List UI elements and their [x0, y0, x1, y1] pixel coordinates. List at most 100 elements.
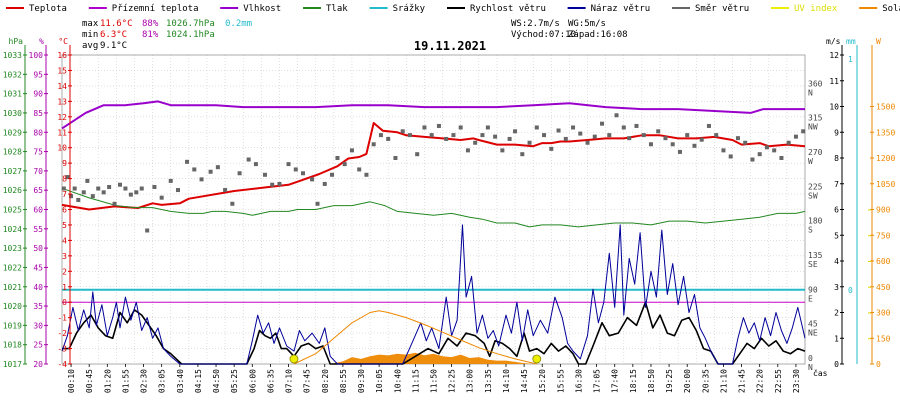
wind-dir-letter: S: [808, 226, 813, 235]
stat-0-2: 88%: [142, 19, 159, 29]
series-sm-r-v-tru-point: [714, 133, 719, 138]
ms-tick-label: 4: [834, 257, 839, 266]
series-sm-r-v-tru-point: [230, 201, 235, 206]
series-sm-r-v-tru-point: [607, 133, 612, 138]
hpa-axis-label: hPa: [9, 37, 24, 46]
x-tick-label: 02:30: [140, 369, 149, 393]
w-tick-label: 600: [876, 257, 891, 266]
series-sm-r-v-tru-point: [415, 152, 420, 157]
x-tick-label: 14:45: [520, 369, 529, 393]
series-solar: [293, 310, 537, 365]
series-sm-r-v-tru-point: [123, 186, 128, 191]
series-teplota: [61, 122, 806, 211]
x-axis: 00:10 00:45 01:20 01:55 02:30 03:05 03:40 04:15…: [67, 364, 801, 393]
x-tick-label: 21:45: [738, 369, 747, 393]
series-sm-r-v-tru-point: [364, 172, 369, 177]
series-sm-r-v-tru-point: [772, 148, 777, 153]
wind-dir-tick-label: 315: [808, 114, 823, 123]
x-tick-label: 05:25: [230, 369, 239, 393]
hpa-axis-tick-label: 1024: [3, 225, 22, 234]
series-sm-r-v-tru-point: [262, 172, 267, 177]
stat-1-3: 1024.1hPa: [166, 30, 215, 40]
celsius-axis-tick-label: 11: [57, 128, 67, 137]
celsius-axis-tick-label: 7: [62, 190, 67, 199]
stat-sunset: Západ:16:08: [568, 30, 628, 40]
series-sm-r-v-tru-point: [592, 134, 597, 139]
x-tick-label: 18:15: [629, 369, 638, 393]
series-sm-r-v-tru-point: [534, 125, 539, 130]
x-tick-label: 00:10: [67, 369, 76, 393]
series-sm-r-v-tru-point: [500, 148, 505, 153]
grid: [61, 54, 806, 365]
w-tick-label: 750: [876, 231, 891, 240]
x-tick-label: 23:30: [792, 369, 801, 393]
series-sm-r-v-tru-point: [76, 197, 81, 202]
wind-dir-tick-label: 135: [808, 251, 823, 260]
series-sm-r-v-tru-point: [286, 162, 291, 167]
series-sm-r-v-tru-point: [743, 140, 748, 145]
celsius-axis-tick-label: 5: [62, 221, 67, 230]
stat-0-0: max: [82, 19, 99, 29]
percent-axis-tick-label: 65: [33, 186, 43, 195]
series-sm-r-v-tru-point: [527, 140, 532, 145]
hpa-axis-tick-label: 1025: [3, 206, 22, 215]
x-tick-label: 16:30: [574, 369, 583, 393]
stats-block: max 11.6°C 88% 1026.7hPa 0.2mm min 6.3°C 81% 102…: [82, 19, 628, 51]
w-axis-label: W: [876, 37, 881, 46]
series-sm-r-v-tru-point: [192, 167, 197, 172]
series-sm-r-v-tru-point: [270, 182, 275, 187]
x-tick-label: 12:25: [448, 369, 457, 393]
series-sm-r-v-tru-point: [208, 169, 213, 174]
series-sm-r-v-tru-point: [335, 156, 340, 160]
w-tick-label: 1500: [876, 103, 895, 112]
percent-axis-tick-label: 50: [33, 244, 43, 253]
wind-dir-letter: N: [808, 363, 813, 372]
x-tick-label: 20:00: [683, 369, 692, 393]
series-lines: [61, 100, 806, 365]
celsius-axis-tick-label: 3: [62, 252, 67, 261]
series-sm-r-v-tru-point: [85, 178, 90, 183]
w-tick-label: 0: [876, 360, 881, 369]
series-sm-r-v-tru-point: [72, 186, 77, 191]
celsius-axis-tick-label: 8: [62, 175, 67, 184]
series-sm-r-v-tru-point: [677, 149, 682, 154]
x-tick-label: 13:35: [484, 369, 493, 393]
x-tick-label: 11:15: [411, 369, 420, 393]
series-sm-r-v-tru-point: [215, 165, 220, 170]
series-sm-r-v-tru-point: [152, 184, 157, 189]
wind-dir-letter: N: [808, 88, 813, 97]
series-sm-r-v-tru-point: [107, 184, 112, 189]
celsius-axis-tick-label: 15: [57, 66, 67, 75]
series-sm-r-v-tru-point: [750, 157, 755, 162]
w-tick-label: 1050: [876, 180, 895, 189]
x-tick-label: 21:10: [719, 369, 728, 393]
celsius-axis-tick-label: -3: [57, 345, 67, 354]
ms-tick-label: 5: [834, 231, 839, 240]
wind-dir-letter: NW: [808, 123, 818, 132]
w-tick-label: 150: [876, 334, 891, 343]
celsius-axis-tick-label: 0: [62, 298, 67, 307]
series-sm-r-v-tru-point: [634, 123, 639, 128]
x-tick-label: 10:40: [393, 369, 402, 393]
stat-1-2: 81%: [142, 30, 159, 40]
wind-dir-letter: W: [808, 157, 813, 166]
series-sm-r-v-tru-point: [578, 131, 583, 136]
series-sm-r-v-tru-point: [444, 136, 449, 141]
legend-label-1: Přízemní teplota: [112, 4, 199, 14]
hpa-axis-tick-label: 1017: [3, 360, 22, 369]
wind-dir-tick-label: 180: [808, 217, 823, 226]
left-axes: hPa1017101810191020102110221023102410251…: [3, 37, 72, 369]
hpa-axis-tick-label: 1030: [3, 109, 22, 118]
x-tick-label: 07:10: [285, 369, 294, 393]
series-sm-r-v-tru-point: [670, 142, 675, 147]
x-tick-label: 06:35: [266, 369, 275, 393]
stat-sunrise: Východ:07:10: [511, 30, 576, 40]
series-sm-r-v-tru-point: [101, 190, 106, 195]
legend-label-9: Solar: [882, 4, 900, 14]
percent-axis-tick-label: 75: [33, 148, 43, 157]
ms-tick-label: 11: [829, 77, 839, 86]
right-axes: 04590135180225270315360NNEESESSWWNWNm/s0…: [808, 37, 895, 372]
x-tick-label: 01:55: [121, 369, 130, 393]
series-sm-r-v-tru-point: [277, 181, 282, 186]
x-tick-label: 13:00: [466, 369, 475, 393]
